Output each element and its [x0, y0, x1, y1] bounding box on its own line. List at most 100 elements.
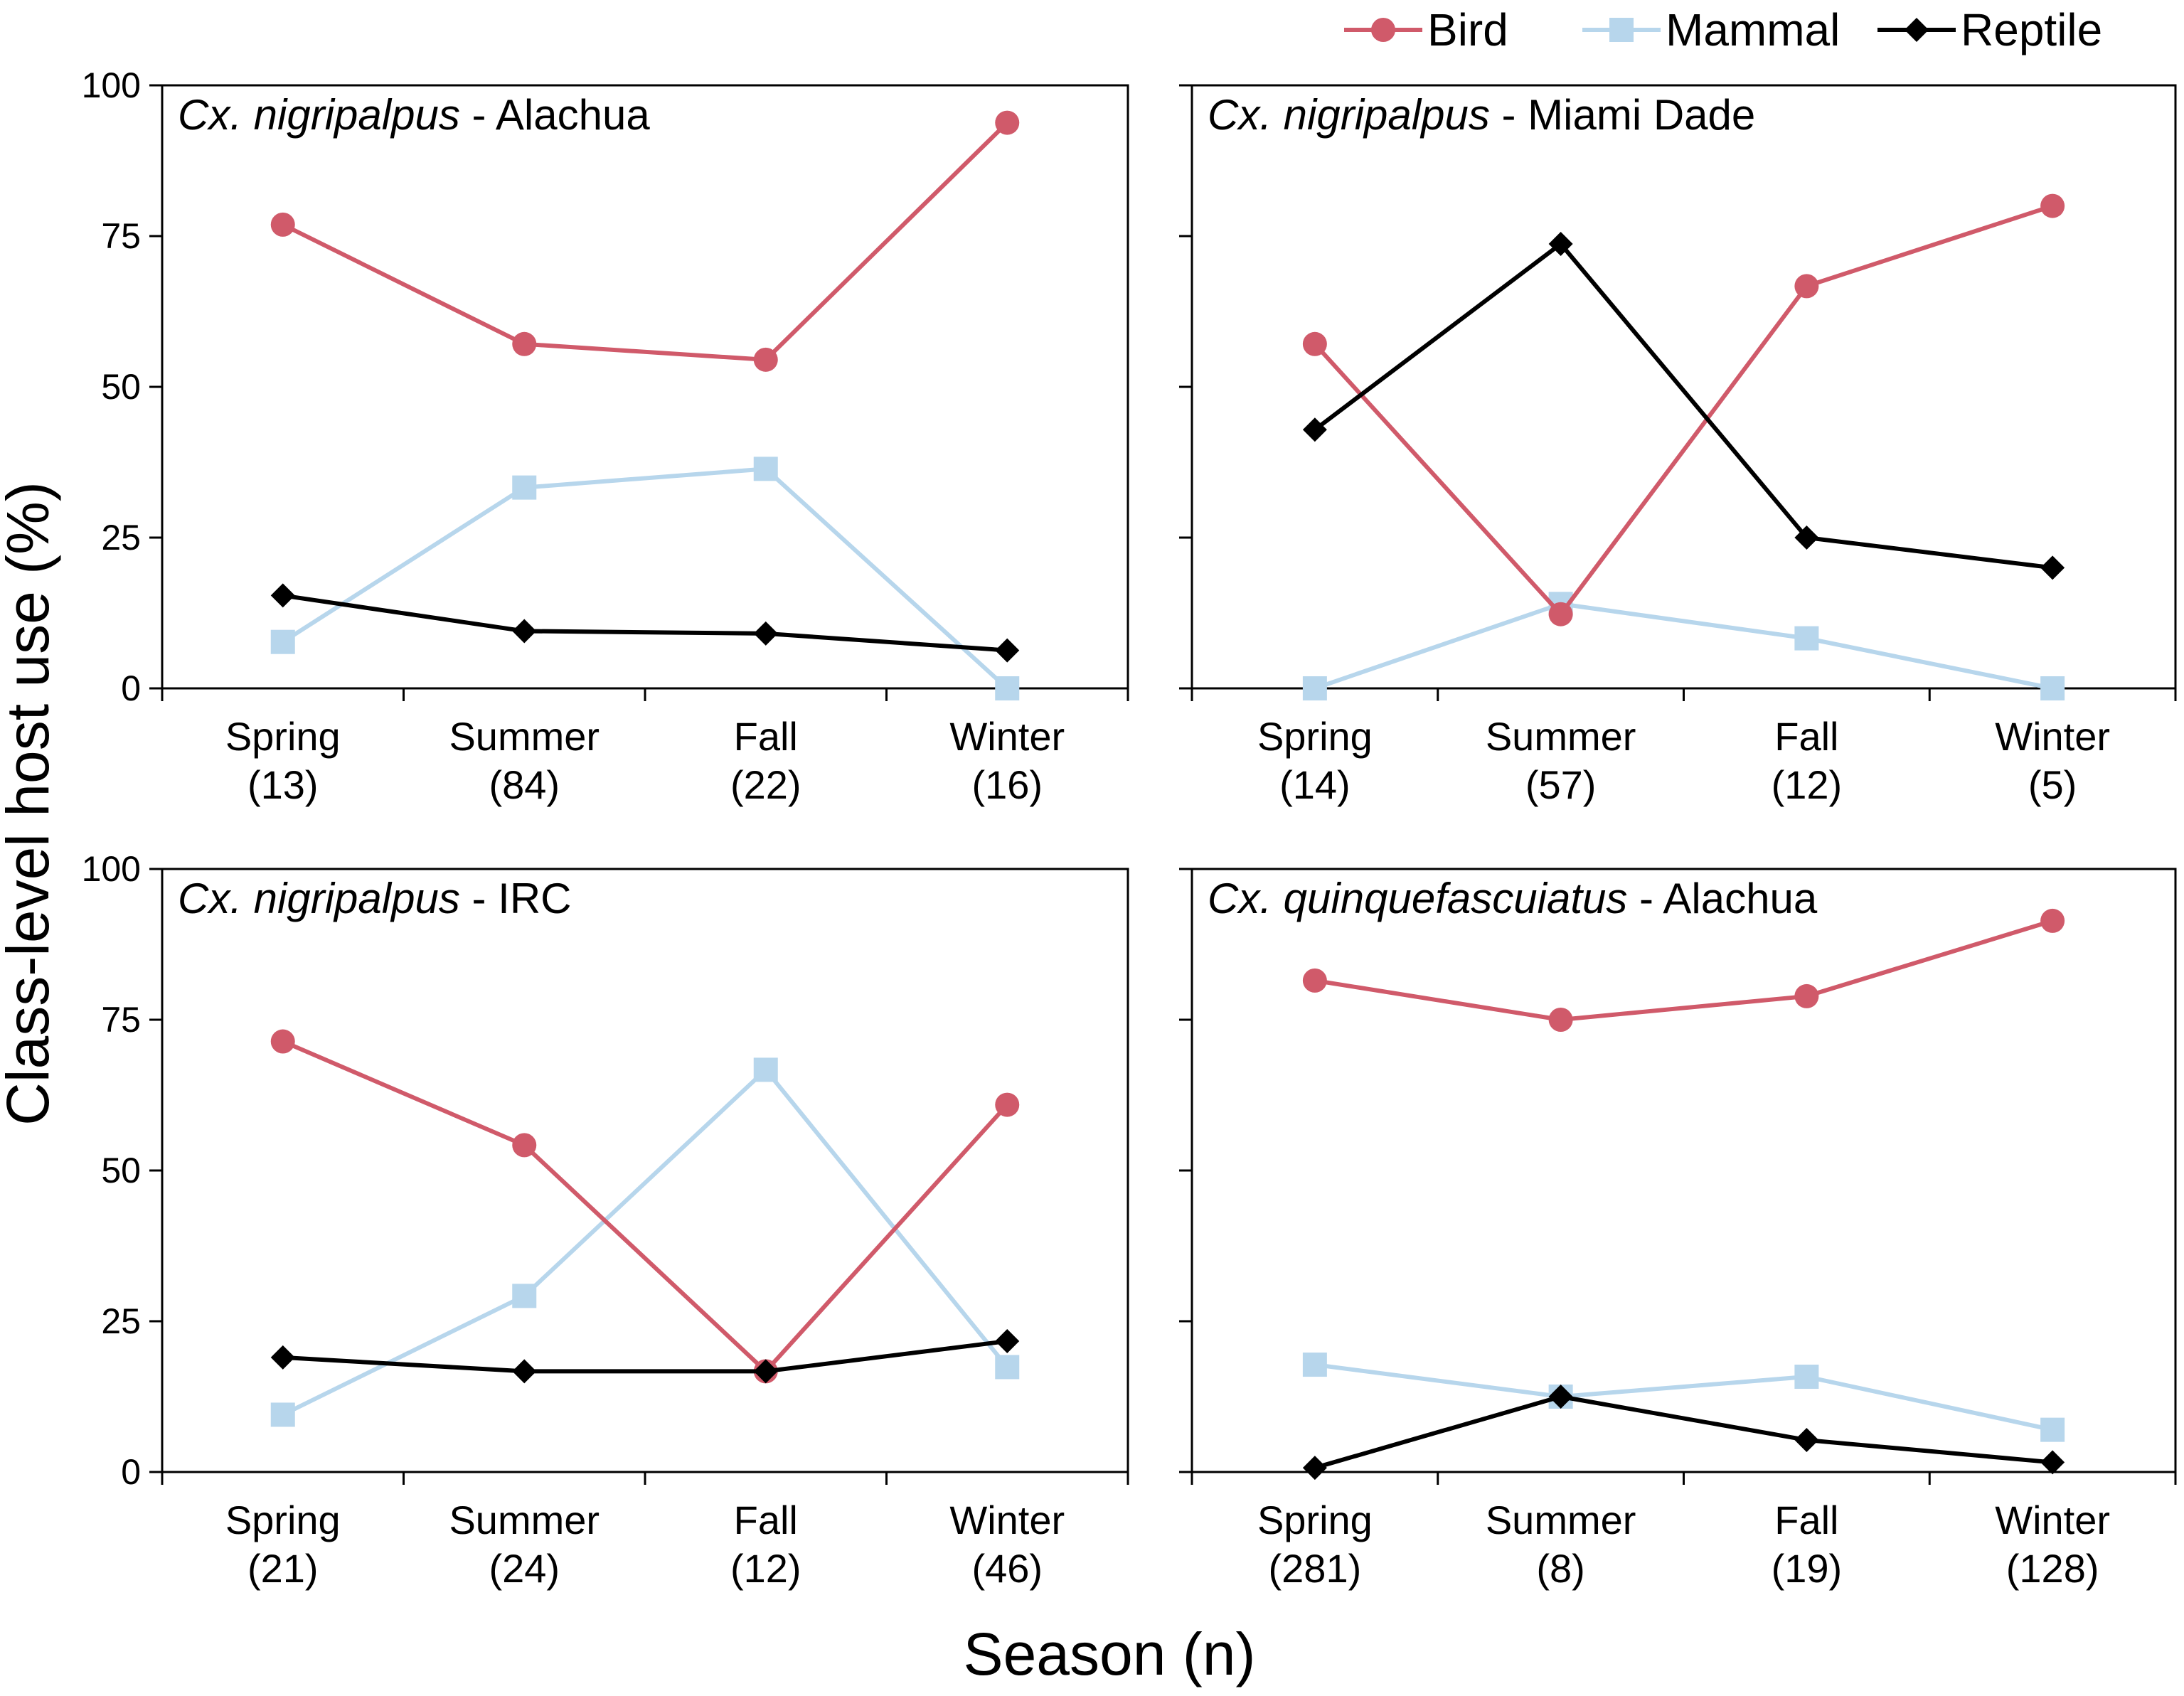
data-point-mammal — [753, 457, 778, 481]
panel-title-site: - Alachua — [460, 91, 650, 139]
panel-title-species: Cx. nigripalpus — [1208, 91, 1490, 139]
x-tick-label: Fall — [1774, 1498, 1838, 1542]
panel-title-site: - IRC — [460, 875, 572, 922]
legend-item-bird: Bird — [1344, 4, 1508, 55]
x-count-label: (19) — [1772, 1546, 1843, 1591]
data-point-bird — [995, 110, 1020, 135]
series-mammal — [270, 1057, 1020, 1427]
data-point-mammal — [753, 1057, 778, 1082]
data-point-reptile — [1548, 232, 1573, 257]
series-line — [282, 1039, 1009, 1374]
y-tick-label: 25 — [101, 1301, 141, 1341]
series-line — [282, 1339, 1008, 1374]
data-point-bird — [1548, 1008, 1573, 1032]
y-tick-label: 75 — [101, 1000, 141, 1040]
series-line — [282, 466, 1009, 690]
series-bird — [270, 110, 1020, 372]
series-line — [1314, 1394, 2053, 1470]
y-tick-label: 0 — [121, 1452, 141, 1492]
x-count-label: (12) — [1772, 762, 1843, 807]
panel-title: Cx. quinquefascuiatus - Alachua — [1208, 875, 1818, 922]
x-tick-label: Winter — [949, 1498, 1065, 1542]
data-point-mammal — [995, 676, 1020, 700]
data-point-mammal — [1794, 1365, 1819, 1390]
x-tick-label: Fall — [1774, 714, 1838, 759]
panel-title-species: Cx. nigripalpus — [178, 91, 460, 139]
data-point-mammal — [512, 1284, 537, 1308]
legend-circle-marker — [1371, 18, 1395, 42]
panel-title: Cx. nigripalpus - Miami Dade — [1208, 91, 1755, 139]
x-tick-label: Fall — [734, 1498, 798, 1542]
data-point-mammal — [270, 1402, 295, 1427]
data-point-bird — [1302, 968, 1327, 993]
y-axis-title: Class-level host use (%) — [0, 481, 61, 1126]
series-line — [1314, 242, 2053, 570]
x-tick-label: Summer — [449, 714, 600, 759]
x-tick-label: Summer — [1486, 1498, 1636, 1542]
panel-title: Cx. nigripalpus - IRC — [178, 875, 572, 922]
x-tick-label: Spring — [225, 1498, 341, 1542]
x-count-label: (13) — [247, 762, 319, 807]
series-bird — [270, 1029, 1020, 1384]
data-point-reptile — [1302, 1456, 1327, 1481]
data-point-bird — [1794, 983, 1819, 1008]
x-count-label: (12) — [730, 1546, 801, 1591]
series-reptile — [1302, 232, 2065, 580]
y-tick-label: 100 — [82, 65, 141, 105]
series-reptile — [270, 1328, 1020, 1384]
data-point-mammal — [1302, 1353, 1327, 1377]
series-bird — [1302, 908, 2065, 1032]
series-line — [1314, 919, 2054, 1022]
legend-label: Reptile — [1961, 4, 2102, 55]
series-line — [282, 593, 1008, 653]
legend-label: Mammal — [1666, 4, 1840, 55]
y-tick-label: 25 — [101, 518, 141, 558]
series-bird — [1302, 193, 2065, 626]
data-point-bird — [2040, 908, 2065, 933]
series-line — [1314, 1362, 2053, 1432]
y-tick-label: 50 — [101, 367, 141, 407]
x-count-label: (24) — [489, 1546, 560, 1591]
series-reptile — [270, 583, 1020, 663]
x-count-label: (84) — [489, 762, 560, 807]
data-point-bird — [512, 1133, 537, 1158]
legend: Bird Mammal Reptile — [1344, 4, 2102, 55]
data-point-bird — [753, 347, 778, 372]
series-line — [282, 1067, 1009, 1417]
panel-title-site: - Alachua — [1627, 875, 1817, 922]
series-mammal — [1302, 1353, 2065, 1442]
x-tick-label: Fall — [734, 714, 798, 759]
x-count-label: (16) — [971, 762, 1043, 807]
data-point-reptile — [270, 1345, 295, 1370]
plot-frame — [1190, 868, 2177, 1473]
x-tick-label: Summer — [1486, 714, 1636, 759]
panel-title-species: Cx. quinquefascuiatus — [1208, 875, 1627, 922]
data-point-bird — [270, 1029, 295, 1054]
x-count-label: (46) — [971, 1546, 1043, 1591]
series-line — [1313, 203, 2054, 617]
panel-2: Spring(14) Summer(57) Fall(12) Winter(5) Cx.… — [1179, 84, 2177, 807]
series-mammal — [1302, 592, 2065, 700]
y-tick-label: 75 — [101, 216, 141, 256]
legend-item-mammal: Mammal — [1582, 4, 1840, 55]
panel-title: Cx. nigripalpus - Alachua — [178, 91, 650, 139]
x-count-label: (8) — [1536, 1546, 1584, 1591]
plot-frame — [161, 868, 1129, 1473]
data-point-reptile — [512, 619, 537, 644]
data-point-mammal — [1794, 626, 1819, 651]
data-point-mammal — [512, 475, 537, 500]
panels: 0255075100Spring(13)Summer(84)Fall(22)Wi… — [82, 65, 2177, 1591]
data-point-reptile — [753, 621, 778, 646]
data-point-bird — [512, 331, 537, 356]
legend-label: Bird — [1427, 4, 1508, 55]
data-point-reptile — [1548, 1385, 1573, 1409]
data-point-bird — [270, 212, 295, 237]
data-point-mammal — [2040, 1417, 2065, 1442]
series-line — [282, 121, 1009, 362]
data-point-reptile — [512, 1359, 537, 1384]
panel-title-species: Cx. nigripalpus — [178, 875, 460, 922]
data-point-reptile — [1302, 417, 1327, 442]
x-count-label: (14) — [1279, 762, 1351, 807]
data-point-bird — [1548, 602, 1573, 626]
